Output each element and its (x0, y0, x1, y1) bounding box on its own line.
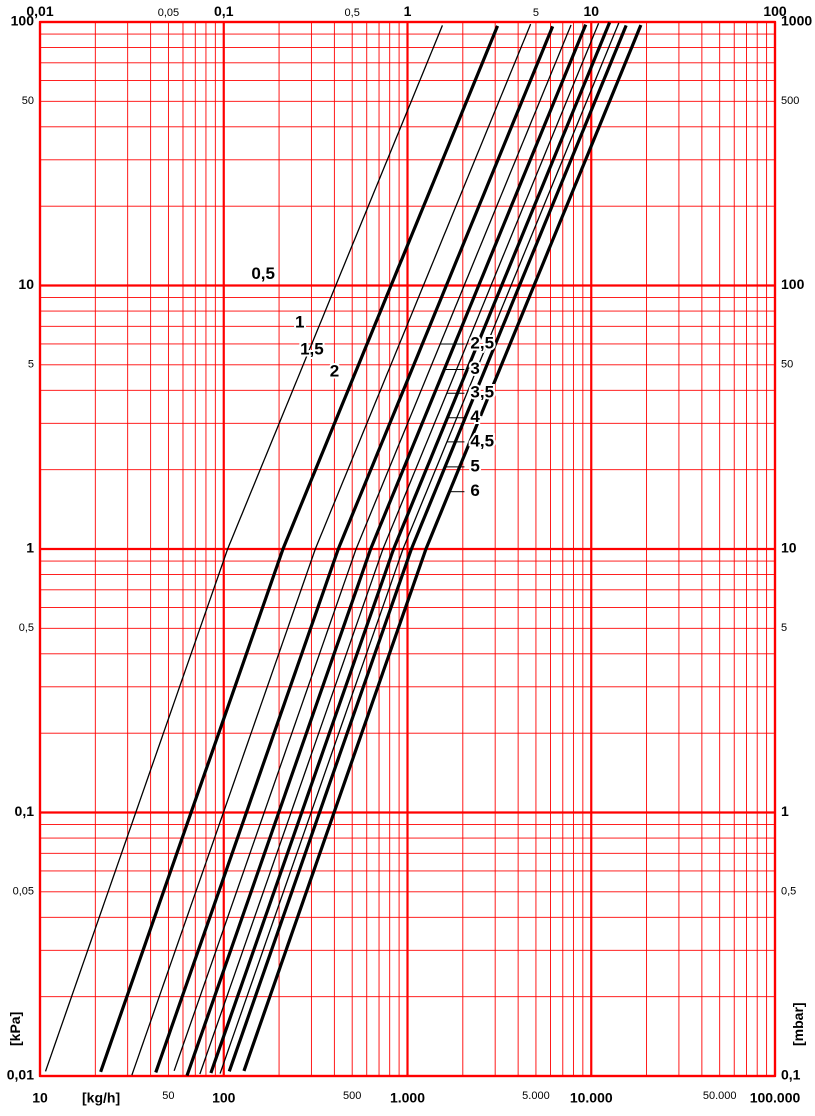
axis-tick-label: 10.000 (570, 1089, 613, 1105)
axis-tick-label: 5 (781, 622, 787, 634)
axis-tick-label: 1 (781, 803, 789, 819)
axis-tick-label: 1000 (781, 13, 812, 29)
axis-tick-label: 5 (28, 359, 34, 371)
axis-tick-label: 50 (781, 359, 793, 371)
axis-tick-label: 0,01 (7, 1067, 34, 1083)
kv-curve-label: 6 (470, 481, 479, 500)
axis-tick-label: 100 (11, 13, 35, 29)
axis-tick-label: 10 (781, 540, 797, 556)
axis-tick-label: 0,5 (345, 7, 360, 19)
axis-tick-label: 50.000 (703, 1090, 737, 1102)
axis-tick-label: 50 (22, 95, 34, 107)
kv-curve-label: 3 (470, 359, 479, 378)
kv-curve-label: 2 (330, 361, 339, 380)
kv-curve-label: 4 (470, 407, 480, 426)
axis-tick-label: 10 (32, 1089, 48, 1105)
axis-tick-label: 0,5 (781, 886, 796, 898)
kv-curve-label: 1,5 (300, 339, 324, 358)
axis-tick-label: 500 (343, 1090, 361, 1102)
axis-tick-label: 10 (583, 3, 599, 19)
axis-tick-label: 100 (781, 276, 805, 292)
axis-tick-label: 10 (18, 276, 34, 292)
axis-tick-label: 1.000 (390, 1089, 425, 1105)
y-left-unit: [kPa] (7, 1012, 23, 1046)
axis-tick-label: 100.000 (750, 1089, 801, 1105)
axis-tick-label: 1 (26, 540, 34, 556)
chart-svg: 0,010,11101000,050,55101001.00010.000100… (0, 0, 815, 1116)
axis-tick-label: 1 (404, 3, 412, 19)
axis-tick-label: 0,05 (158, 7, 179, 19)
kv-curve-label: 0,5 (251, 264, 275, 283)
kv-curve-label: 1 (295, 313, 304, 332)
kv-curve-label: 5 (470, 456, 479, 475)
axis-tick-label: 100 (212, 1089, 236, 1105)
axis-tick-label: 0,1 (781, 1067, 801, 1083)
kv-curve-label: 3,5 (470, 383, 494, 402)
flow-pressure-drop-chart: 0,010,11101000,050,55101001.00010.000100… (0, 0, 815, 1116)
kv-curve-label: 2,5 (470, 333, 494, 352)
axis-tick-label: 0,1 (214, 3, 234, 19)
axis-tick-label: 5 (533, 7, 539, 19)
x-bottom-unit: [kg/h] (82, 1089, 120, 1105)
axis-tick-label: 0,5 (19, 622, 34, 634)
axis-tick-label: 0,05 (13, 886, 34, 898)
y-right-unit: [mbar] (790, 1002, 806, 1046)
axis-tick-label: 50 (162, 1090, 174, 1102)
axis-tick-label: 0,1 (15, 803, 35, 819)
kv-curve (187, 25, 586, 1076)
axis-tick-label: 5.000 (522, 1090, 550, 1102)
kv-curve-label: 4,5 (470, 431, 494, 450)
axis-tick-label: 500 (781, 95, 799, 107)
